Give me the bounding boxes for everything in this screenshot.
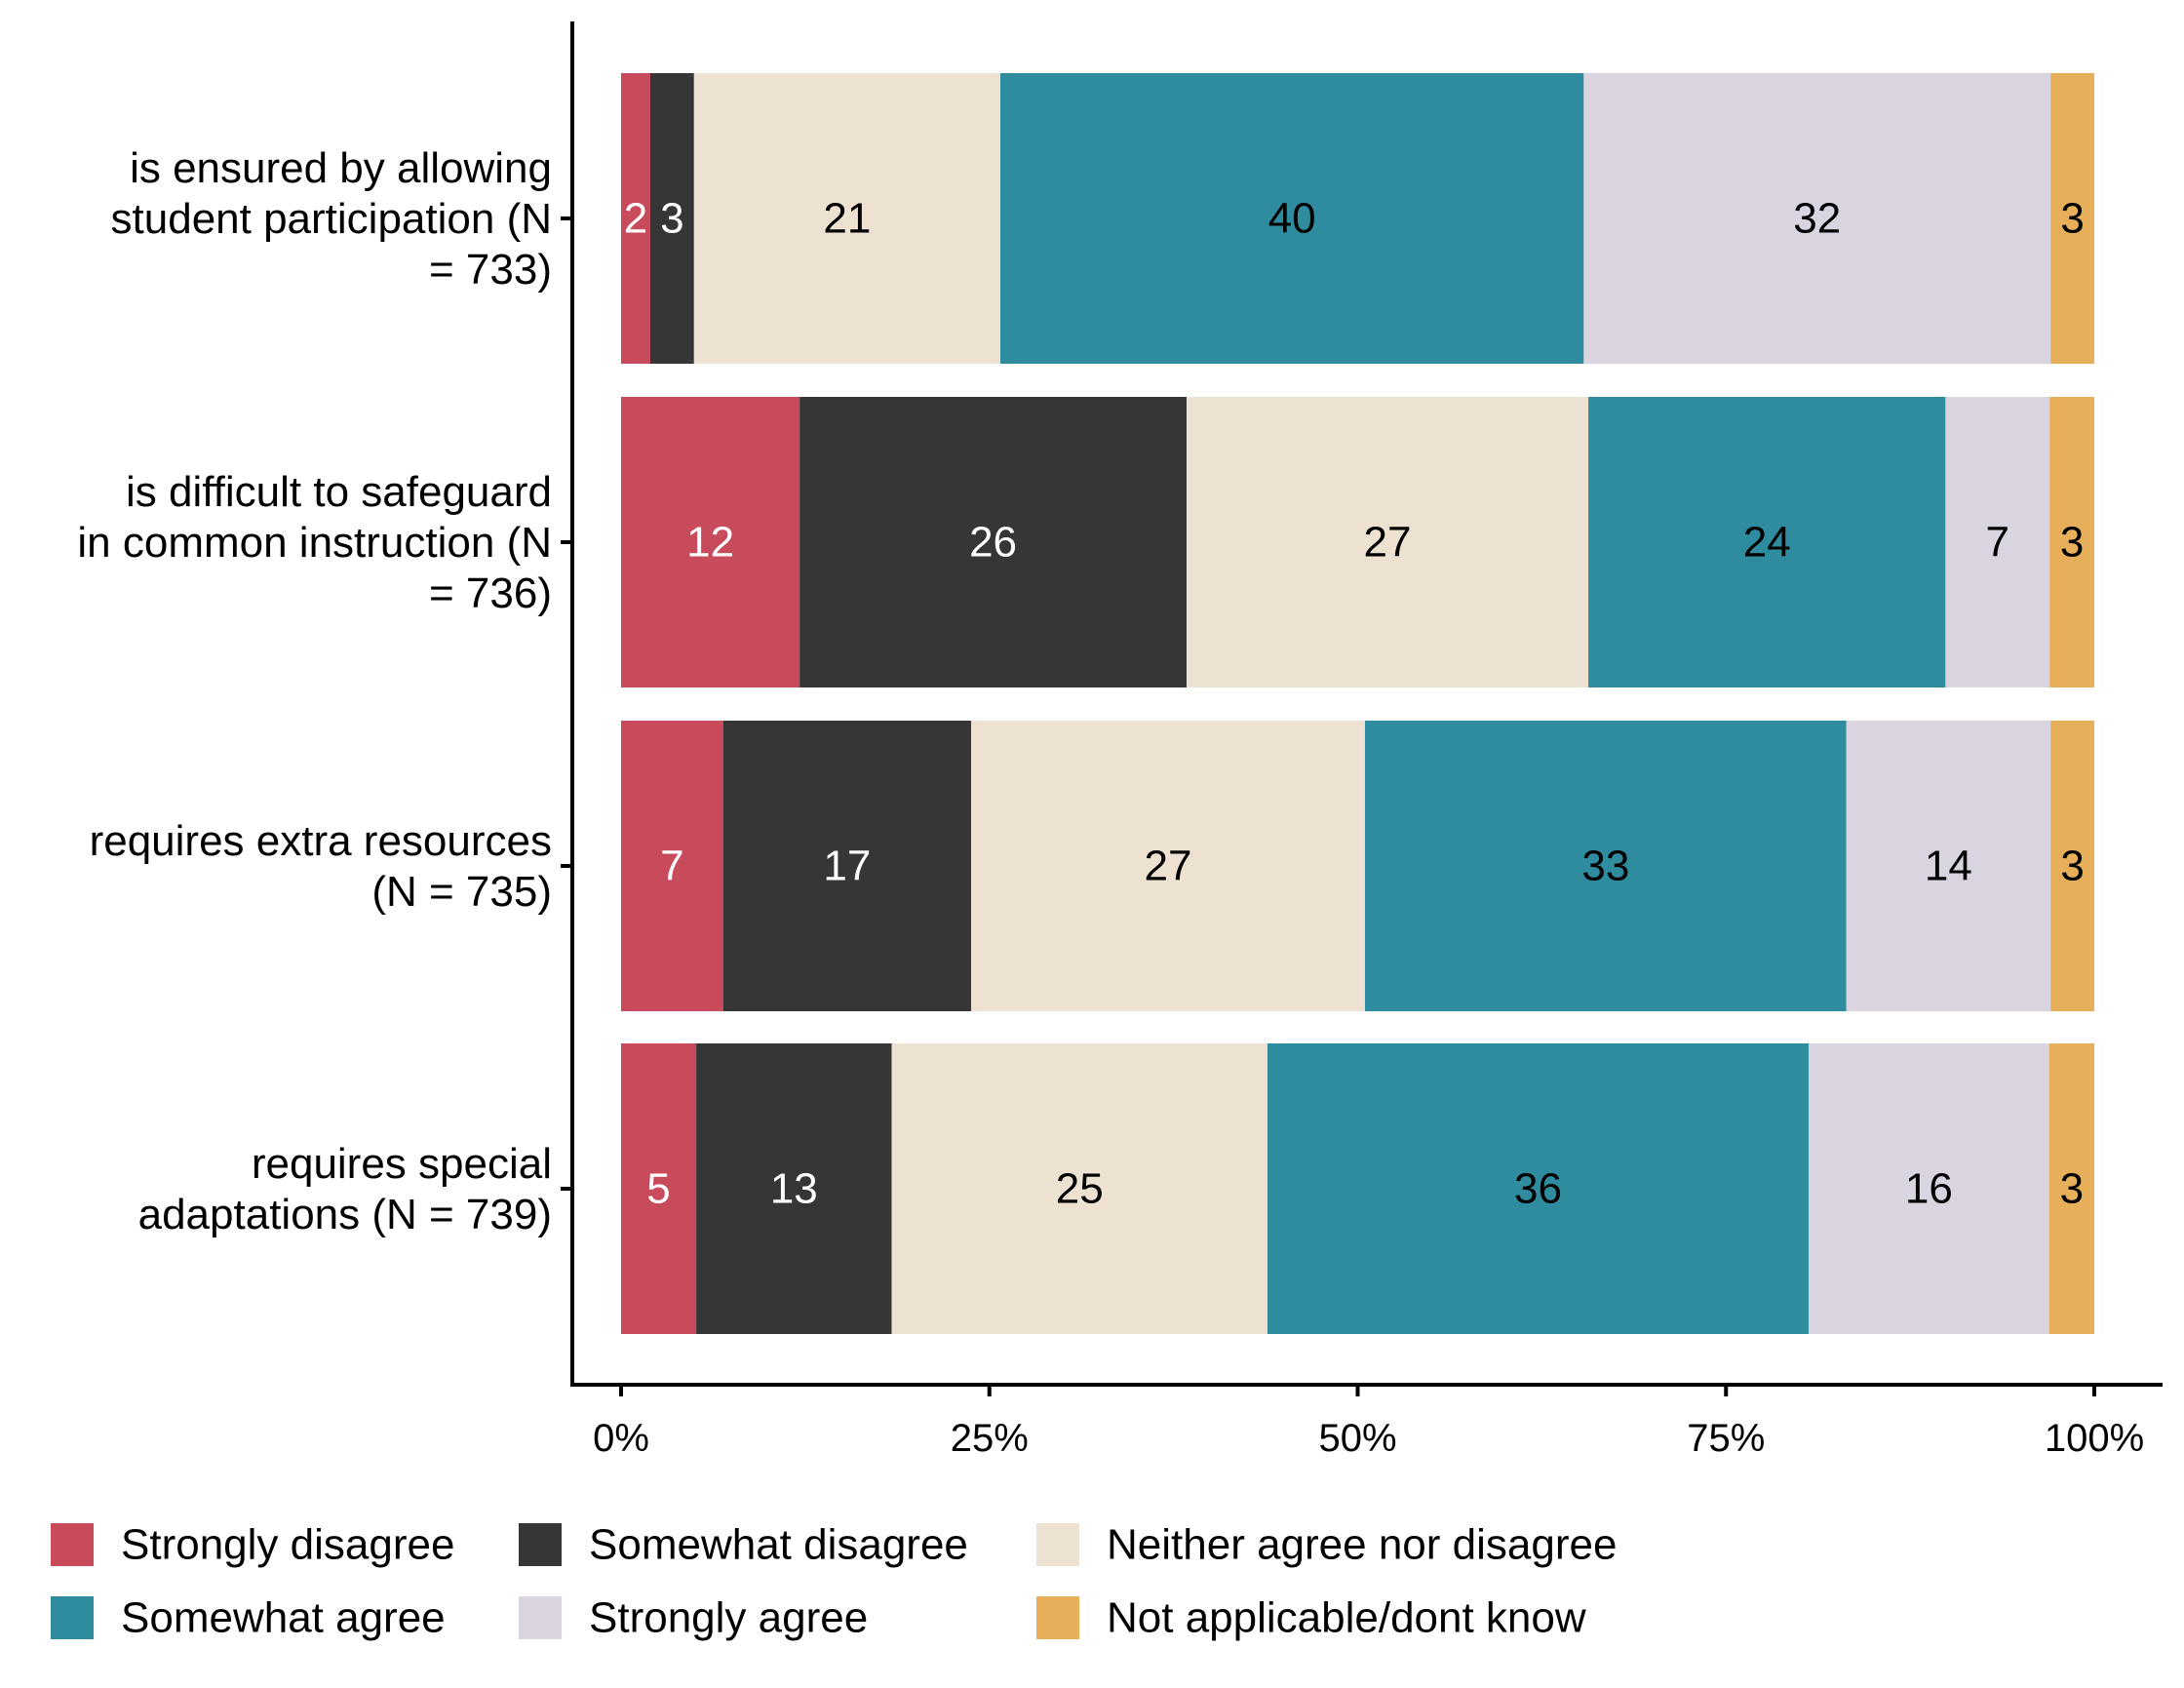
- bar-segment: [1364, 721, 1847, 1011]
- bar-segment: [2050, 721, 2094, 1011]
- legend-swatch: [51, 1523, 94, 1566]
- x-tick-label: 0%: [593, 1417, 649, 1460]
- segment-value-label: 27: [1364, 519, 1412, 567]
- legend-label: Somewhat disagree: [589, 1521, 968, 1569]
- bar-segment: [696, 1043, 892, 1334]
- segment-value-label: 5: [646, 1165, 670, 1213]
- legend-swatch: [519, 1523, 562, 1566]
- segment-value-label: 16: [1905, 1165, 1953, 1213]
- legend-label: Somewhat agree: [121, 1594, 446, 1642]
- bar-segment: [621, 73, 650, 364]
- segment-value-label: 14: [1925, 843, 1972, 890]
- legend-item: Strongly agree: [519, 1594, 868, 1642]
- legend-label: Strongly disagree: [121, 1521, 454, 1569]
- x-tick-label: 50%: [1318, 1417, 1396, 1460]
- legend-item: Somewhat agree: [51, 1594, 446, 1642]
- legend-item: Neither agree nor disagree: [1036, 1521, 1617, 1569]
- x-axis: 0% 25% 50% 75% 100%: [570, 1383, 2163, 1460]
- segment-value-label: 7: [660, 843, 683, 890]
- segment-value-label: 25: [1056, 1165, 1104, 1213]
- segment-value-label: 3: [2060, 843, 2084, 890]
- legend-label: Not applicable/dont know: [1107, 1594, 1586, 1642]
- segment-value-label: 24: [1743, 519, 1791, 567]
- bar-segment: [621, 721, 723, 1011]
- bar-segment: [621, 1043, 697, 1334]
- legend-label: Neither agree nor disagree: [1107, 1521, 1617, 1569]
- bar-segment: [1809, 1043, 2049, 1334]
- legend-swatch: [519, 1596, 562, 1639]
- y-tick-label: requires special adaptations (N = 739): [138, 1140, 552, 1238]
- bar-segment: [1186, 397, 1589, 687]
- bar-segment: [971, 721, 1365, 1011]
- y-tick-label: requires extra resources (N = 735): [90, 817, 552, 916]
- bar-row: 2 3 21 40 32 3: [621, 73, 2094, 364]
- legend-item: Somewhat disagree: [519, 1521, 968, 1569]
- bars-layer: 2 3 21 40 32 312 26 27 24 7 37 17 27 33 14 35 13 25 36 16 3: [621, 73, 2094, 1334]
- y-tick-label: is ensured by allowing student participat…: [111, 144, 552, 294]
- x-tick-label: 25%: [951, 1417, 1029, 1460]
- segment-value-label: 33: [1581, 843, 1629, 890]
- bar-row: 7 17 27 33 14 3: [621, 721, 2094, 1011]
- segment-value-label: 21: [823, 195, 871, 243]
- bar-segment: [999, 73, 1584, 364]
- segment-value-label: 27: [1145, 843, 1192, 890]
- segment-value-label: 32: [1793, 195, 1841, 243]
- bar-segment: [2048, 1043, 2094, 1334]
- bar-segment: [649, 73, 694, 364]
- segment-value-label: 3: [660, 195, 683, 243]
- bar-row: 5 13 25 36 16 3: [621, 1043, 2094, 1334]
- segment-value-label: 13: [770, 1165, 818, 1213]
- bar-segment: [1267, 1043, 1810, 1334]
- legend: Strongly disagree Somewhat disagree Neithe…: [51, 1521, 1617, 1642]
- bar-segment: [1846, 721, 2051, 1011]
- segment-value-label: 26: [969, 519, 1017, 567]
- segment-value-label: 40: [1268, 195, 1316, 243]
- bar-segment: [2050, 73, 2094, 364]
- legend-swatch: [1036, 1596, 1079, 1639]
- segment-value-label: 36: [1514, 1165, 1562, 1213]
- segment-value-label: 3: [2060, 1165, 2084, 1213]
- legend-swatch: [51, 1596, 94, 1639]
- legend-item: Not applicable/dont know: [1036, 1594, 1586, 1642]
- bar-segment: [1588, 397, 1946, 687]
- bar-segment: [891, 1043, 1268, 1334]
- bar-row: 12 26 27 24 7 3: [621, 397, 2094, 687]
- segment-value-label: 3: [2060, 195, 2084, 243]
- segment-value-label: 3: [2060, 519, 2084, 567]
- legend-label: Strongly agree: [589, 1594, 868, 1642]
- legend-swatch: [1036, 1523, 1079, 1566]
- bar-segment: [800, 397, 1187, 687]
- bar-segment: [722, 721, 972, 1011]
- segment-value-label: 12: [686, 519, 734, 567]
- bar-segment: [621, 397, 800, 687]
- bar-segment: [693, 73, 1000, 364]
- y-tick-label: is difficult to safeguard in common instr…: [77, 468, 552, 617]
- segment-value-label: 17: [823, 843, 871, 890]
- x-tick-label: 100%: [2045, 1417, 2144, 1460]
- segment-value-label: 2: [624, 195, 647, 243]
- x-tick-label: 75%: [1687, 1417, 1765, 1460]
- legend-item: Strongly disagree: [51, 1521, 454, 1569]
- bar-segment: [1583, 73, 2051, 364]
- segment-value-label: 7: [1986, 519, 2009, 567]
- bar-segment: [2049, 397, 2094, 687]
- y-axis: is ensured by allowing student participat…: [77, 21, 574, 1387]
- bar-segment: [1945, 397, 2050, 687]
